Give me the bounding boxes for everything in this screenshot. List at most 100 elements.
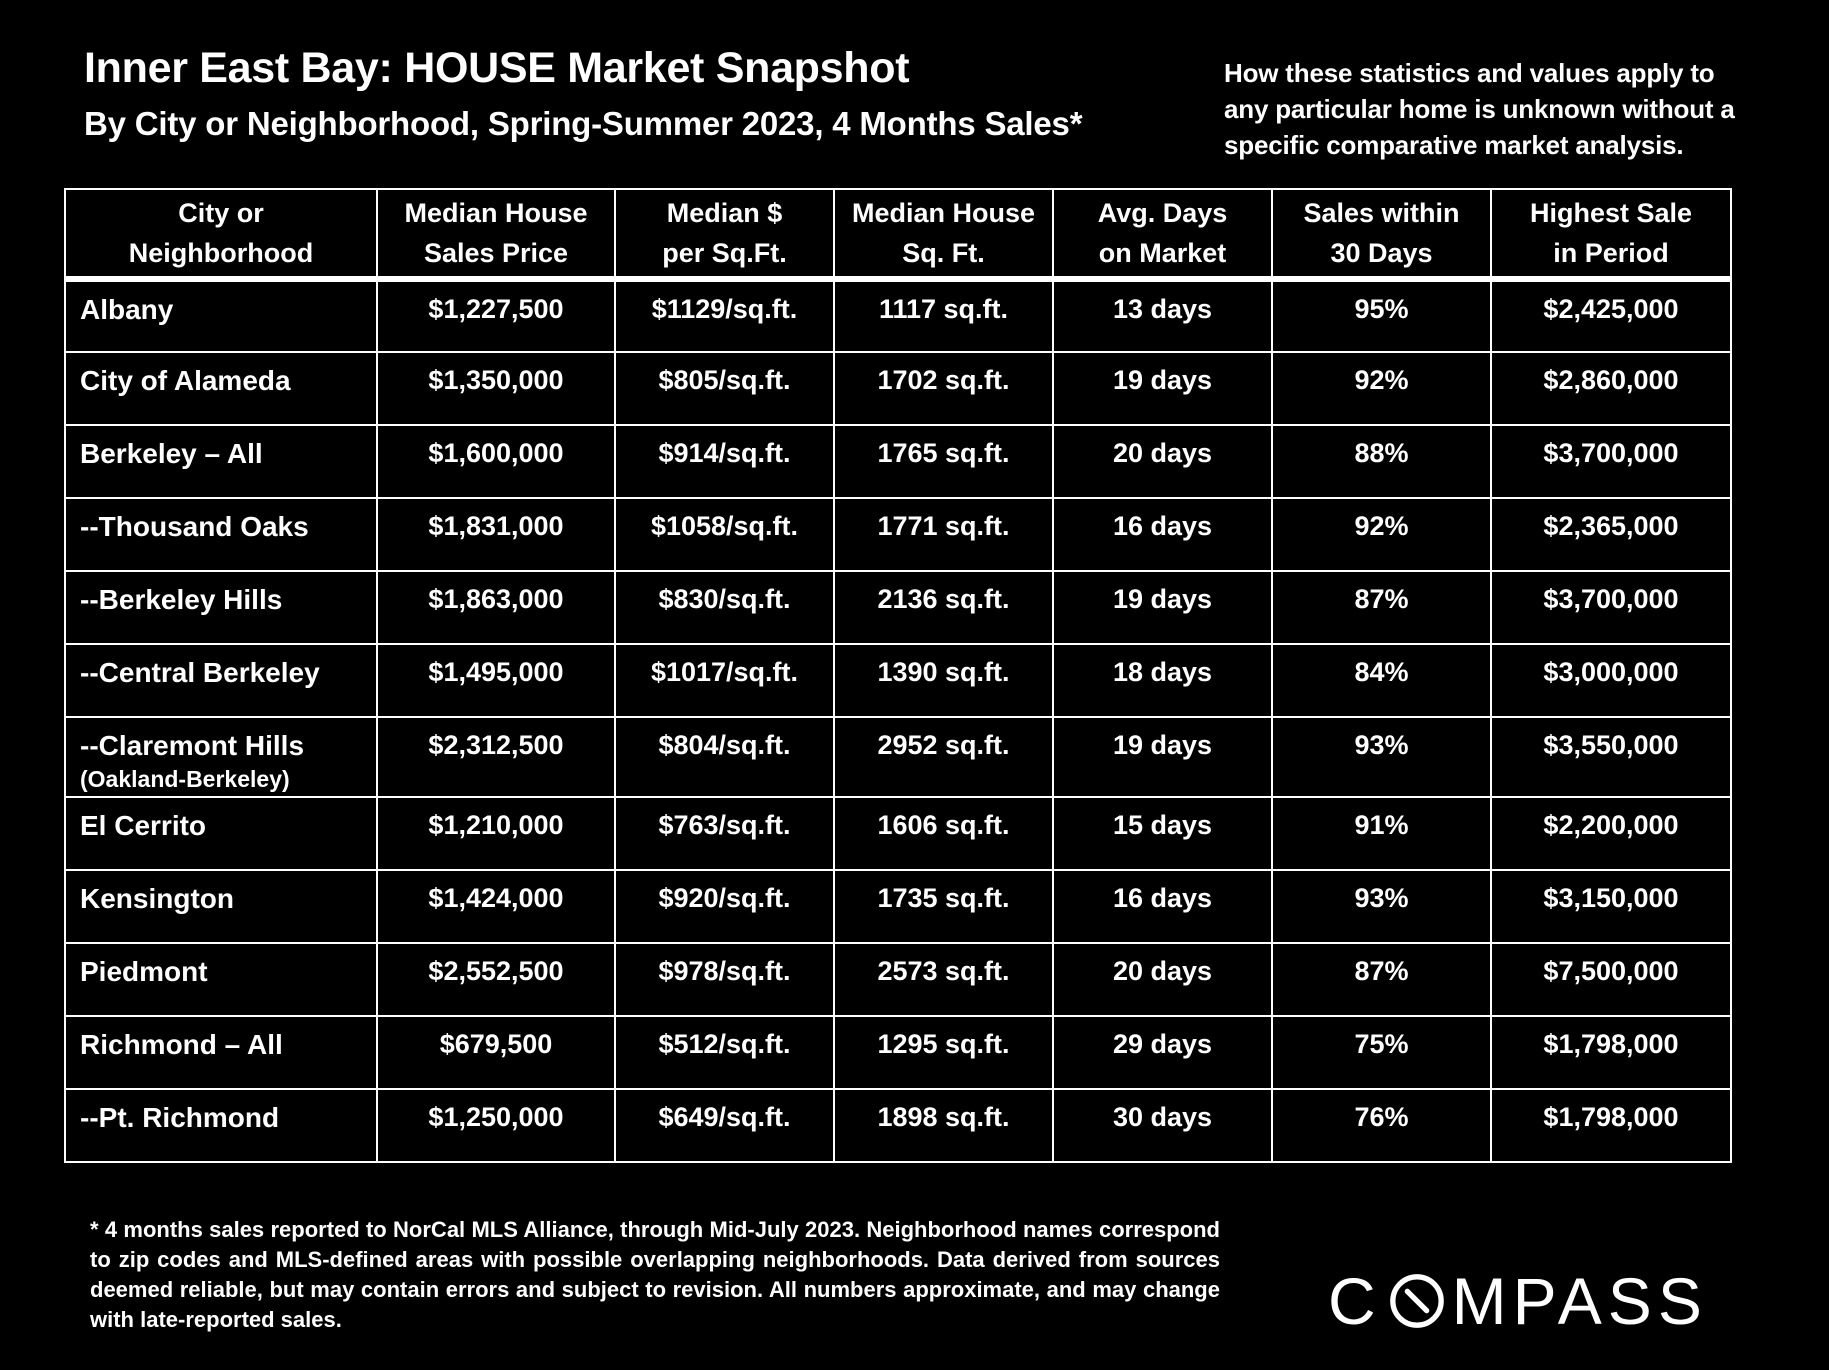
median-price-cell: $1,210,000 (376, 796, 616, 871)
area-name-cell: El Cerrito (64, 796, 378, 871)
table-body: Albany $1,227,500 $1129/sq.ft. 1117 sq.ft. 1… (64, 278, 1732, 1163)
column-header-0: City or Neighborhood (64, 188, 378, 282)
days-on-market-cell: 29 days (1052, 1015, 1273, 1090)
sales-within-30-days-cell: 84% (1271, 643, 1492, 718)
logo-letter-c: C (1328, 1264, 1382, 1338)
area-name: --Central Berkeley (80, 657, 320, 688)
median-price-cell: $1,350,000 (376, 351, 616, 426)
median-sqft-cell: 1771 sq.ft. (833, 497, 1054, 572)
area-name: City of Alameda (80, 365, 291, 396)
area-name: --Claremont Hills (80, 730, 305, 761)
highest-sale-cell: $3,700,000 (1490, 570, 1732, 645)
area-name-cell: Richmond – All (64, 1015, 378, 1090)
area-name-cell: Kensington (64, 869, 378, 944)
sales-within-30-days-cell: 92% (1271, 497, 1492, 572)
median-price-cell: $1,831,000 (376, 497, 616, 572)
days-on-market-cell: 19 days (1052, 716, 1273, 798)
table-row: --Central Berkeley $1,495,000 $1017/sq.ft.… (64, 643, 1732, 718)
table-row: Richmond – All $679,500 $512/sq.ft. 1295 sq… (64, 1015, 1732, 1090)
table-row: Kensington $1,424,000 $920/sq.ft. 1735 sq.f… (64, 869, 1732, 944)
median-price-cell: $1,600,000 (376, 424, 616, 499)
sales-within-30-days-cell: 75% (1271, 1015, 1492, 1090)
highest-sale-cell: $3,150,000 (1490, 869, 1732, 944)
area-name-cell: --Central Berkeley (64, 643, 378, 718)
column-header-1: Median House Sales Price (376, 188, 616, 282)
highest-sale-cell: $2,200,000 (1490, 796, 1732, 871)
footnote: * 4 months sales reported to NorCal MLS … (90, 1217, 1220, 1332)
days-on-market-cell: 13 days (1052, 278, 1273, 353)
days-on-market-cell: 15 days (1052, 796, 1273, 871)
median-sqft-cell: 2573 sq.ft. (833, 942, 1054, 1017)
column-header-6: Highest Sale in Period (1490, 188, 1732, 282)
table-row: Albany $1,227,500 $1129/sq.ft. 1117 sq.ft. 1… (64, 278, 1732, 353)
median-sqft-cell: 2952 sq.ft. (833, 716, 1054, 798)
area-name: --Thousand Oaks (80, 511, 309, 542)
area-name-cell: --Berkeley Hills (64, 570, 378, 645)
price-per-sqft-cell: $649/sq.ft. (614, 1088, 835, 1163)
compass-o-icon (1389, 1274, 1444, 1328)
days-on-market-cell: 19 days (1052, 570, 1273, 645)
median-sqft-cell: 1390 sq.ft. (833, 643, 1054, 718)
highest-sale-cell: $3,000,000 (1490, 643, 1732, 718)
median-price-cell: $1,227,500 (376, 278, 616, 353)
highest-sale-cell: $2,425,000 (1490, 278, 1732, 353)
area-name: El Cerrito (80, 810, 207, 841)
area-name-cell: --Thousand Oaks (64, 497, 378, 572)
column-header-5: Sales within 30 Days (1271, 188, 1492, 282)
median-price-cell: $1,863,000 (376, 570, 616, 645)
highest-sale-cell: $1,798,000 (1490, 1015, 1732, 1090)
table-row: --Thousand Oaks $1,831,000 $1058/sq.ft. 177… (64, 497, 1732, 572)
area-name: --Berkeley Hills (80, 584, 283, 615)
price-per-sqft-cell: $763/sq.ft. (614, 796, 835, 871)
table-row: --Claremont Hills (Oakland-Berkeley) $2,31… (64, 716, 1732, 798)
price-per-sqft-cell: $914/sq.ft. (614, 424, 835, 499)
disclaimer-note: How these statistics and values apply to… (1224, 58, 1735, 160)
area-name-cell: City of Alameda (64, 351, 378, 426)
area-name-cell: --Pt. Richmond (64, 1088, 378, 1163)
table-row: Piedmont $2,552,500 $978/sq.ft. 2573 sq.ft.… (64, 942, 1732, 1017)
area-name: Richmond – All (80, 1029, 283, 1060)
median-sqft-cell: 1735 sq.ft. (833, 869, 1054, 944)
days-on-market-cell: 20 days (1052, 424, 1273, 499)
column-header-3: Median House Sq. Ft. (833, 188, 1054, 282)
days-on-market-cell: 19 days (1052, 351, 1273, 426)
highest-sale-cell: $2,365,000 (1490, 497, 1732, 572)
price-per-sqft-cell: $830/sq.ft. (614, 570, 835, 645)
price-per-sqft-cell: $804/sq.ft. (614, 716, 835, 798)
highest-sale-cell: $3,550,000 (1490, 716, 1732, 798)
price-per-sqft-cell: $920/sq.ft. (614, 869, 835, 944)
median-sqft-cell: 1295 sq.ft. (833, 1015, 1054, 1090)
days-on-market-cell: 18 days (1052, 643, 1273, 718)
area-name-cell: Berkeley – All (64, 424, 378, 499)
median-sqft-cell: 2136 sq.ft. (833, 570, 1054, 645)
compass-logo: C MPASS (1328, 1264, 1708, 1338)
table-row: El Cerrito $1,210,000 $763/sq.ft. 1606 sq.f… (64, 796, 1732, 871)
median-sqft-cell: 1765 sq.ft. (833, 424, 1054, 499)
median-price-cell: $1,424,000 (376, 869, 616, 944)
days-on-market-cell: 16 days (1052, 497, 1273, 572)
sales-within-30-days-cell: 87% (1271, 942, 1492, 1017)
median-price-cell: $1,495,000 (376, 643, 616, 718)
highest-sale-cell: $2,860,000 (1490, 351, 1732, 426)
price-per-sqft-cell: $805/sq.ft. (614, 351, 835, 426)
column-header-2: Median $ per Sq.Ft. (614, 188, 835, 282)
median-sqft-cell: 1898 sq.ft. (833, 1088, 1054, 1163)
median-price-cell: $679,500 (376, 1015, 616, 1090)
market-snapshot-table: City or Neighborhood Median House Sales Pri… (64, 188, 1732, 1163)
logo-letters-mpass: MPASS (1451, 1264, 1708, 1338)
area-name-cell: Albany (64, 278, 378, 353)
table-header-row: City or Neighborhood Median House Sales Pri… (64, 188, 1732, 282)
page-title: Inner East Bay: HOUSE Market Snapshot (84, 44, 910, 92)
sales-within-30-days-cell: 95% (1271, 278, 1492, 353)
price-per-sqft-cell: $1017/sq.ft. (614, 643, 835, 718)
median-sqft-cell: 1117 sq.ft. (833, 278, 1054, 353)
sales-within-30-days-cell: 88% (1271, 424, 1492, 499)
price-per-sqft-cell: $1058/sq.ft. (614, 497, 835, 572)
days-on-market-cell: 16 days (1052, 869, 1273, 944)
median-sqft-cell: 1606 sq.ft. (833, 796, 1054, 871)
sales-within-30-days-cell: 87% (1271, 570, 1492, 645)
median-sqft-cell: 1702 sq.ft. (833, 351, 1054, 426)
highest-sale-cell: $1,798,000 (1490, 1088, 1732, 1163)
sales-within-30-days-cell: 93% (1271, 869, 1492, 944)
table-row: City of Alameda $1,350,000 $805/sq.ft. 1702… (64, 351, 1732, 426)
